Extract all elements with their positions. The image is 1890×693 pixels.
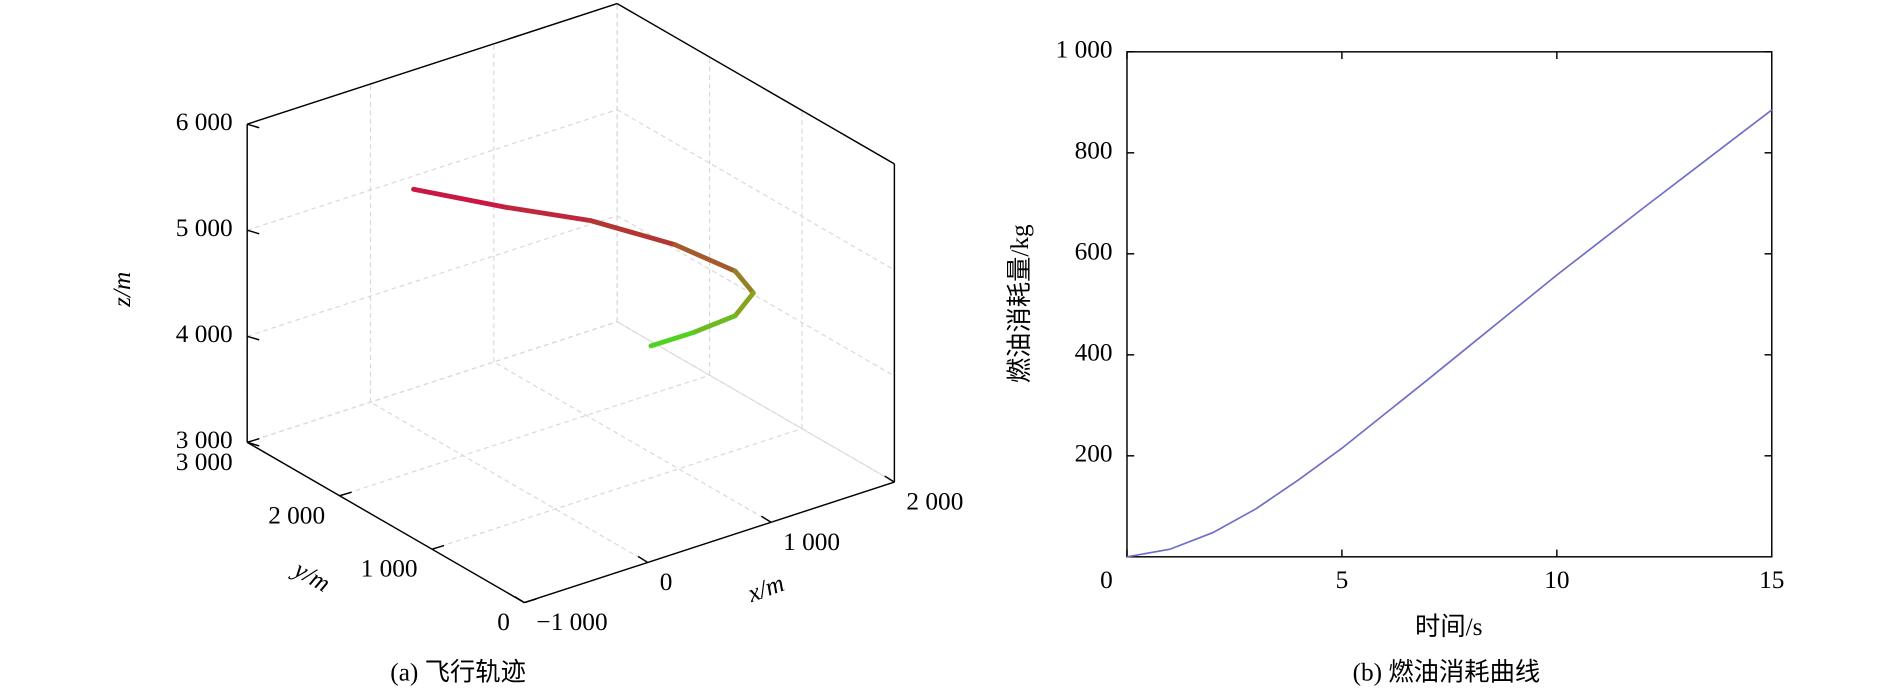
grid-line	[616, 321, 895, 483]
grid-line	[246, 109, 618, 231]
caption: (a) 飞行轨迹	[390, 659, 526, 687]
x-tick-label: −1 000	[536, 608, 607, 636]
tick-mark	[246, 335, 260, 341]
axis-edge	[246, 441, 525, 604]
trajectory-segment	[732, 268, 756, 296]
fuel-line	[1126, 109, 1773, 558]
tick-mark	[431, 544, 445, 550]
grid-line	[246, 215, 618, 337]
y-tick-label: 800	[1075, 137, 1113, 165]
grid-line	[616, 109, 895, 271]
tick-mark	[514, 595, 525, 604]
tick-mark	[884, 475, 895, 483]
axis-edge	[616, 2, 895, 165]
y-tick-label: 1 000	[361, 555, 418, 583]
trajectory-segment	[648, 330, 696, 349]
x-axis-label: x/m	[743, 569, 788, 608]
tick-mark	[339, 491, 352, 497]
x-tick-label: 0	[660, 568, 673, 596]
y-axis-label: 燃油消耗量/kg	[1006, 224, 1034, 383]
y-tick-label: 400	[1075, 339, 1113, 367]
y-tick-label: 1 000	[1056, 36, 1113, 64]
trajectory-segment	[411, 186, 509, 210]
z-tick-label: 4 000	[176, 320, 233, 348]
grid-line	[246, 321, 618, 443]
z-axis-label: z/m	[108, 272, 136, 308]
grid-line	[370, 401, 649, 563]
y-tick-label: 600	[1075, 238, 1113, 266]
grid-line	[431, 428, 803, 550]
trajectory-segment	[672, 242, 738, 274]
plot-frame	[1126, 51, 1773, 558]
z-tick-label: 3 000	[176, 426, 233, 454]
z-tick-label: 6 000	[176, 108, 233, 136]
axis-edge	[524, 481, 895, 604]
x-tick-label: 5	[1336, 566, 1349, 594]
y-tick-label: 3 000	[176, 448, 233, 476]
grid-line	[493, 361, 772, 523]
caption: (b) 燃油消耗曲线	[1353, 659, 1541, 687]
tick-mark	[246, 229, 260, 235]
trajectory-segment	[503, 204, 594, 224]
x-tick-label: 10	[1544, 566, 1569, 594]
trajectory-segment	[690, 313, 738, 336]
y-tick-label: 2 000	[268, 501, 325, 529]
tick-mark	[246, 438, 260, 444]
x-axis-label: 时间/s	[1415, 613, 1482, 641]
x-tick-label: 1 000	[783, 528, 840, 556]
x-tick-label: 0	[1100, 566, 1113, 594]
grid-line	[339, 374, 710, 497]
y-tick-label: 200	[1075, 440, 1113, 468]
y-axis-label: y/m	[287, 554, 335, 598]
tick-mark	[761, 515, 772, 523]
z-tick-label: 5 000	[176, 214, 233, 242]
tick-mark	[246, 441, 260, 447]
trajectory-segment	[588, 218, 678, 248]
grid-line	[616, 321, 895, 483]
tick-mark	[524, 598, 537, 604]
y-tick-label: 0	[497, 608, 510, 636]
tick-mark	[637, 555, 649, 564]
tick-mark	[246, 123, 260, 129]
x-tick-label: 15	[1759, 566, 1784, 594]
trajectory-segment	[732, 290, 756, 319]
axis-edge	[246, 2, 618, 125]
x-tick-label: 2 000	[906, 488, 963, 516]
